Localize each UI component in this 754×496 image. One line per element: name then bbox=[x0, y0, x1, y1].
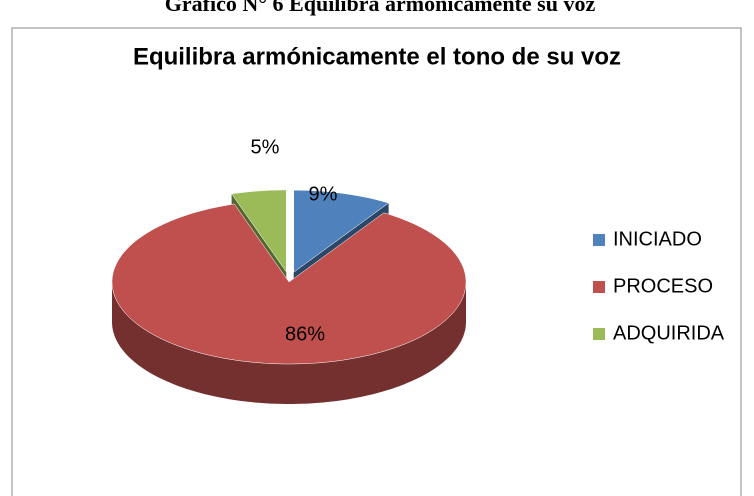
legend-swatch bbox=[593, 234, 605, 246]
data-label: 86% bbox=[285, 323, 325, 345]
slice-side bbox=[112, 282, 466, 404]
legend-swatch bbox=[593, 328, 605, 340]
data-label: 5% bbox=[251, 136, 280, 158]
legend-label: PROCESO bbox=[613, 275, 713, 297]
chart-title: Equilibra armónicamente el tono de su vo… bbox=[133, 43, 621, 70]
legend-label: INICIADO bbox=[613, 228, 702, 250]
slice bbox=[111, 203, 467, 365]
legend-swatch bbox=[593, 281, 605, 293]
legend-label: ADQUIRIDA bbox=[613, 322, 725, 344]
data-label: 9% bbox=[309, 183, 338, 205]
slice bbox=[293, 189, 390, 273]
slice bbox=[231, 189, 287, 273]
heading: Gráfico N° 6 Equilibra armónicamente su … bbox=[165, 0, 596, 16]
